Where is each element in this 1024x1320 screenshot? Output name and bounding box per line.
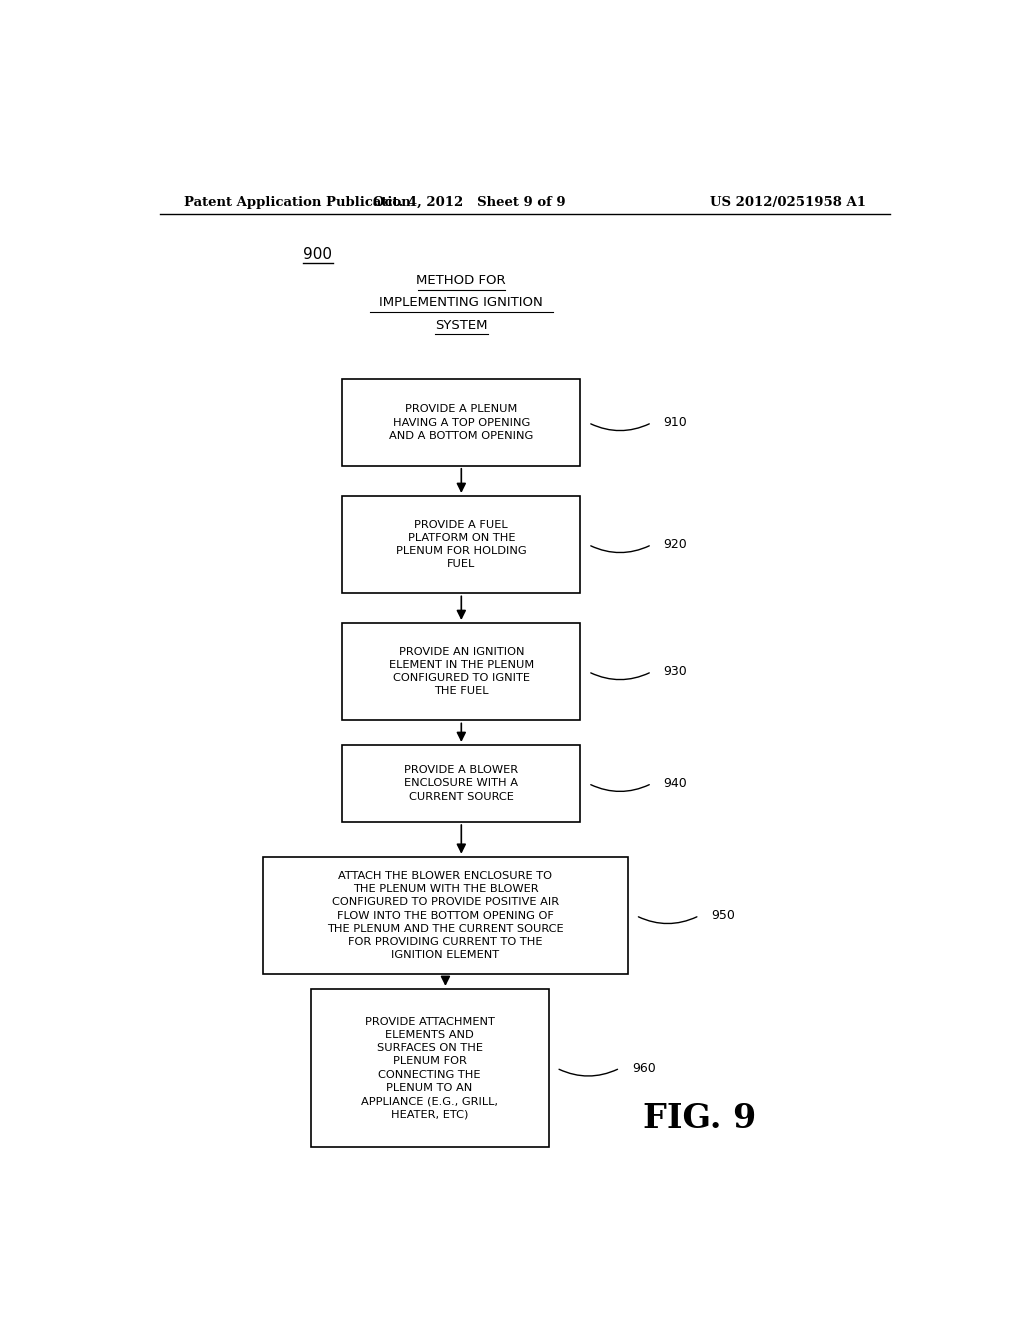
Text: 920: 920	[664, 539, 687, 552]
Text: 930: 930	[664, 665, 687, 678]
Text: 910: 910	[664, 416, 687, 429]
Text: 900: 900	[303, 247, 332, 263]
Text: SYSTEM: SYSTEM	[435, 318, 487, 331]
Text: IMPLEMENTING IGNITION: IMPLEMENTING IGNITION	[380, 296, 543, 309]
Text: 950: 950	[712, 909, 735, 923]
Text: PROVIDE A FUEL
PLATFORM ON THE
PLENUM FOR HOLDING
FUEL: PROVIDE A FUEL PLATFORM ON THE PLENUM FO…	[396, 520, 526, 569]
Text: METHOD FOR: METHOD FOR	[417, 273, 506, 286]
FancyBboxPatch shape	[342, 746, 581, 821]
Text: PROVIDE A BLOWER
ENCLOSURE WITH A
CURRENT SOURCE: PROVIDE A BLOWER ENCLOSURE WITH A CURREN…	[404, 766, 518, 801]
Text: PROVIDE A PLENUM
HAVING A TOP OPENING
AND A BOTTOM OPENING: PROVIDE A PLENUM HAVING A TOP OPENING AN…	[389, 404, 534, 441]
FancyBboxPatch shape	[342, 623, 581, 719]
Text: PROVIDE AN IGNITION
ELEMENT IN THE PLENUM
CONFIGURED TO IGNITE
THE FUEL: PROVIDE AN IGNITION ELEMENT IN THE PLENU…	[389, 647, 534, 697]
Text: FIG. 9: FIG. 9	[643, 1102, 756, 1135]
Text: ATTACH THE BLOWER ENCLOSURE TO
THE PLENUM WITH THE BLOWER
CONFIGURED TO PROVIDE : ATTACH THE BLOWER ENCLOSURE TO THE PLENU…	[327, 871, 564, 960]
Text: US 2012/0251958 A1: US 2012/0251958 A1	[710, 195, 866, 209]
Text: 960: 960	[632, 1061, 655, 1074]
Text: Oct. 4, 2012   Sheet 9 of 9: Oct. 4, 2012 Sheet 9 of 9	[373, 195, 565, 209]
Text: PROVIDE ATTACHMENT
ELEMENTS AND
SURFACES ON THE
PLENUM FOR
CONNECTING THE
PLENUM: PROVIDE ATTACHMENT ELEMENTS AND SURFACES…	[361, 1016, 498, 1119]
FancyBboxPatch shape	[342, 496, 581, 593]
FancyBboxPatch shape	[263, 857, 628, 974]
FancyBboxPatch shape	[342, 379, 581, 466]
FancyBboxPatch shape	[310, 989, 549, 1147]
Text: 940: 940	[664, 777, 687, 789]
Text: Patent Application Publication: Patent Application Publication	[183, 195, 411, 209]
